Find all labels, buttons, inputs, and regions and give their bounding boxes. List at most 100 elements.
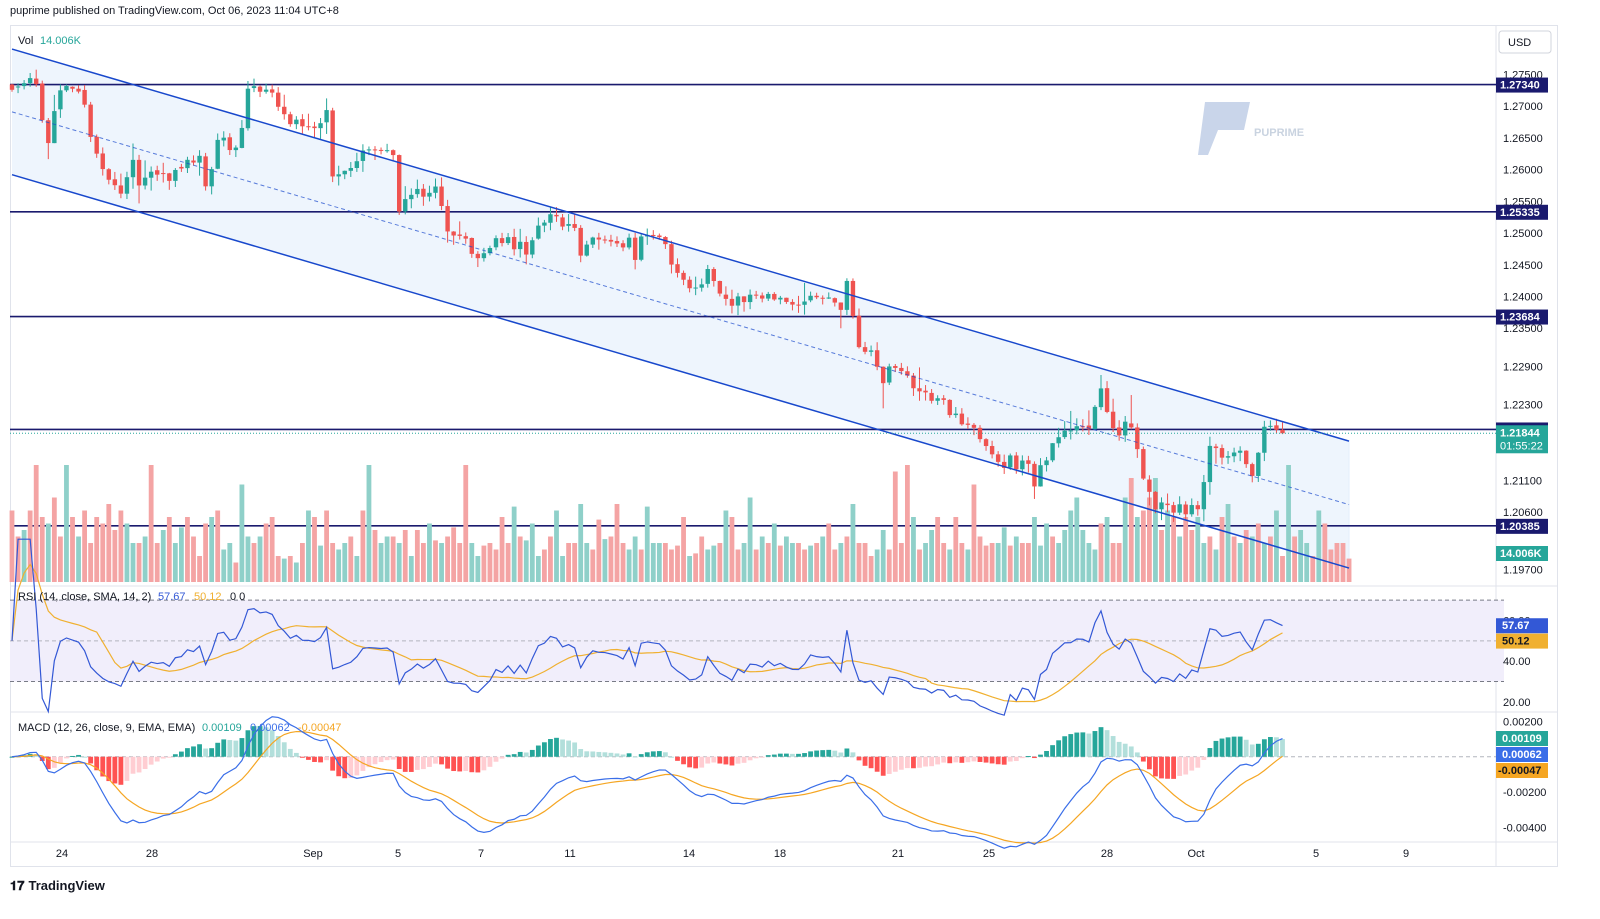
macd-histogram-bar [572, 742, 578, 757]
macd-histogram-bar [656, 751, 662, 757]
candle-body [1123, 421, 1128, 436]
candle-body [530, 240, 535, 255]
watermark-text: PUPRIME [1254, 127, 1304, 139]
macd-histogram-bar [130, 756, 136, 774]
tradingview-logo-icon: 𝟏𝟕 [10, 878, 25, 893]
candle-body [832, 298, 837, 303]
volume-bar [203, 523, 208, 582]
macd-histogram-bar [1092, 731, 1098, 757]
candle-body [378, 149, 384, 151]
time-tick-label: 21 [892, 848, 904, 860]
volume-bar [1098, 523, 1104, 582]
candle-body [439, 186, 444, 207]
macd-histogram-bar [336, 756, 342, 777]
candle-body [1147, 479, 1152, 492]
macd-histogram-bar [281, 742, 287, 757]
price-tick-label: 1.24000 [1503, 291, 1543, 303]
volume-bar [529, 523, 535, 582]
macd-histogram-bar [838, 752, 844, 757]
footer-branding[interactable]: 𝟏𝟕 TradingView [10, 878, 105, 894]
candle-body [76, 88, 81, 92]
candle-body [687, 279, 692, 289]
volume-bar [197, 556, 202, 582]
candle-body [1177, 504, 1182, 513]
volume-bar [142, 536, 148, 582]
macd-histogram-bar [493, 756, 499, 762]
macd-histogram-bar [608, 752, 614, 757]
candle-body [505, 237, 511, 244]
candle-body [681, 272, 686, 280]
volume-bar [324, 510, 329, 582]
puprime-logo-icon [1198, 102, 1250, 155]
candle-body [221, 137, 226, 141]
volume-bar [396, 543, 402, 582]
candle-body [548, 214, 553, 223]
volume-bar [892, 471, 898, 582]
candle-body [469, 237, 474, 254]
candle-body [130, 159, 136, 178]
volume-bar [1225, 504, 1231, 582]
time-tick-label: 5 [1313, 848, 1319, 860]
volume-bar [923, 543, 928, 582]
candle-body [614, 241, 620, 244]
volume-bar [638, 549, 644, 582]
macd-histogram-bar [433, 756, 438, 764]
macd-histogram-bar [717, 756, 723, 764]
volume-bar [330, 543, 336, 582]
macd-histogram-bar [1056, 740, 1062, 757]
candle-body [711, 269, 716, 282]
macd-histogram-bar [172, 754, 178, 757]
rsi-value-tag [1496, 618, 1548, 634]
volume-bar [227, 543, 233, 582]
macd-histogram-bar [372, 756, 378, 765]
volume-bar [233, 562, 239, 582]
candle-body [197, 155, 202, 163]
macd-histogram-bar [808, 751, 813, 757]
volume-bar [348, 536, 354, 582]
candle-body [475, 253, 481, 259]
macd-histogram-bar [481, 756, 487, 771]
macd-histogram-bar [771, 754, 777, 757]
volume-bar [1038, 545, 1043, 582]
volume-bar [1322, 523, 1328, 582]
candle-body [893, 366, 898, 368]
macd-histogram-bar [215, 742, 221, 757]
macd-histogram-bar [384, 756, 390, 761]
macd-histogram-bar [275, 736, 281, 757]
candle-body [173, 169, 178, 181]
volume-bar [1134, 517, 1140, 582]
macd-histogram-bar [1249, 744, 1255, 757]
volume-legend-label: Vol [18, 35, 33, 47]
candle-body [106, 169, 111, 180]
time-tick-label: Oct [1187, 848, 1204, 860]
volume-bar [463, 465, 469, 582]
candle-body [1280, 429, 1285, 434]
chart-frame[interactable] [10, 25, 1558, 867]
volume-bar [475, 556, 481, 582]
volume-bar [693, 553, 699, 582]
volume-bar [620, 543, 626, 582]
volume-bar [1165, 510, 1170, 582]
countdown-label: 01:55:22 [1500, 440, 1543, 452]
volume-bar [1183, 517, 1189, 582]
macd-histogram-bar [245, 730, 251, 757]
volume-bar [263, 523, 269, 582]
volume-bar [705, 549, 711, 582]
volume-bar [384, 536, 390, 582]
candle-body [753, 294, 759, 296]
candle-body [251, 86, 257, 89]
candle-body [9, 84, 15, 90]
macd-histogram-bar [880, 756, 886, 776]
volume-bar [1195, 517, 1201, 582]
macd-histogram-bar [354, 756, 360, 776]
volume-bar [523, 540, 529, 582]
volume-bar [76, 536, 81, 582]
macd-histogram-bar [1116, 741, 1122, 757]
macd-histogram-bar [191, 746, 196, 757]
volume-bar [1310, 556, 1316, 582]
candle-body [324, 110, 329, 123]
volume-bar [947, 549, 953, 582]
volume-bar [1122, 497, 1128, 582]
candle-body [294, 119, 299, 125]
